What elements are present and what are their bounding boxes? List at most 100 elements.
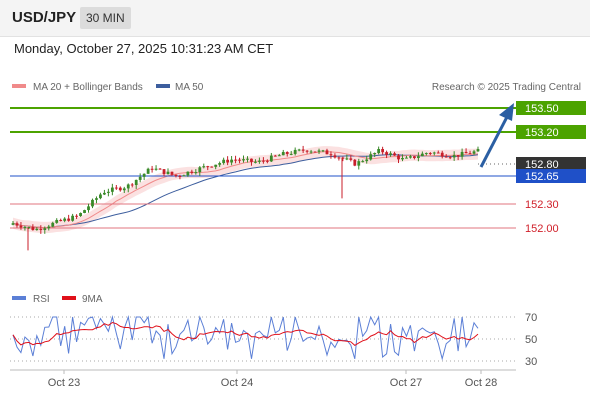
candle-body: [23, 226, 27, 228]
candle-body: [170, 171, 174, 175]
candle-body: [110, 187, 114, 192]
rsi-legend-swatch: [12, 296, 26, 300]
rsi-ma-polyline: [12, 321, 479, 347]
candle-body: [337, 157, 341, 159]
ma20-line: [12, 151, 479, 229]
candle-body: [413, 156, 416, 159]
candle-body: [91, 199, 94, 207]
candle-body: [341, 157, 345, 159]
ma50-line: [12, 154, 479, 229]
rsi-ma-legend-label: 9MA: [82, 294, 103, 305]
candle-body: [365, 159, 369, 162]
x-tick-label: Oct 23: [48, 377, 80, 389]
candle-body: [114, 187, 118, 189]
candle-body: [230, 159, 233, 163]
candle-body: [393, 153, 396, 156]
rsi-ma-line: [12, 321, 479, 347]
candle-body: [305, 150, 309, 152]
candle-body: [55, 219, 59, 223]
candlesticks: [11, 145, 480, 251]
projection-arrow: [479, 114, 510, 168]
candle-body: [67, 218, 71, 221]
candle-body: [106, 191, 110, 193]
candle-body: [83, 210, 86, 214]
candle-body: [103, 192, 106, 195]
candle-body: [325, 150, 329, 155]
candle-body: [39, 228, 43, 231]
candle-body: [476, 149, 480, 152]
rsi-levels: 70 50 30: [10, 312, 537, 368]
candle-body: [15, 223, 19, 226]
candle-body: [357, 161, 361, 166]
candle-body: [265, 160, 269, 162]
ma50-legend-label: MA 50: [175, 82, 204, 93]
candle-body: [385, 152, 388, 155]
candle-body: [349, 158, 353, 160]
level-label-bg-153.20: [516, 125, 586, 139]
candle-body: [142, 173, 146, 177]
candle-body: [19, 225, 23, 228]
candle-body: [258, 160, 261, 162]
timeframe-badge[interactable]: 30 MIN: [80, 7, 131, 29]
ma50-legend-swatch: [156, 84, 170, 88]
candle-body: [79, 213, 82, 216]
candle-body: [472, 151, 476, 154]
candle-body: [273, 155, 277, 157]
candle-body: [166, 171, 170, 175]
candle-body: [122, 188, 126, 191]
candle-body: [35, 228, 39, 231]
level-label-bg-152.80: [516, 157, 586, 171]
candle-body: [345, 158, 349, 160]
candle-body: [162, 169, 166, 175]
candle-body: [246, 158, 249, 160]
candle-body: [416, 156, 420, 159]
rsi-polyline: [12, 315, 479, 361]
candle-body: [401, 157, 404, 160]
candle-body: [452, 155, 456, 158]
source-credit: Research © 2025 Trading Central: [432, 82, 581, 93]
candle-body: [99, 194, 102, 199]
candle-body: [87, 206, 90, 211]
currency-pair-title: USD/JPY: [12, 9, 77, 26]
candle-body: [373, 153, 377, 155]
ma20-legend-swatch: [12, 84, 26, 88]
candle-body: [313, 151, 317, 153]
level-label-152.65: 152.65: [525, 171, 559, 183]
candle-body: [75, 215, 78, 217]
candle-body: [261, 160, 265, 162]
candle-body: [428, 153, 432, 155]
candle-body: [329, 154, 333, 156]
candle-body: [210, 166, 214, 168]
level-label-152.00: 152.00: [525, 223, 559, 235]
candle-body: [43, 228, 47, 231]
candle-body: [238, 159, 241, 161]
candle-body: [432, 152, 436, 154]
candle-body: [59, 219, 63, 221]
candle-body: [440, 152, 444, 157]
rsi-line: [12, 315, 479, 361]
ma50-polyline: [12, 154, 479, 229]
candle-body: [281, 151, 285, 156]
candle-body: [468, 153, 472, 155]
bollinger-bands: [13, 146, 478, 234]
level-label-bg-152.65: [516, 169, 586, 183]
candle-body: [95, 198, 98, 200]
candle-body: [222, 159, 226, 164]
rsi-legend-label: RSI: [33, 294, 50, 305]
candle-body: [369, 154, 373, 160]
rsi-level-label: 70: [525, 312, 537, 324]
candle-body: [198, 167, 202, 173]
candle-body: [150, 168, 154, 170]
candle-body: [146, 168, 150, 174]
candle-body: [444, 156, 448, 158]
candle-body: [174, 174, 178, 176]
candle-body: [409, 156, 412, 158]
candle-body: [377, 148, 381, 154]
candle-body: [186, 171, 190, 176]
candle-body: [47, 226, 51, 229]
candle-body: [206, 166, 210, 168]
candle-body: [214, 164, 218, 167]
candle-body: [126, 184, 130, 189]
candle-body: [226, 159, 230, 163]
